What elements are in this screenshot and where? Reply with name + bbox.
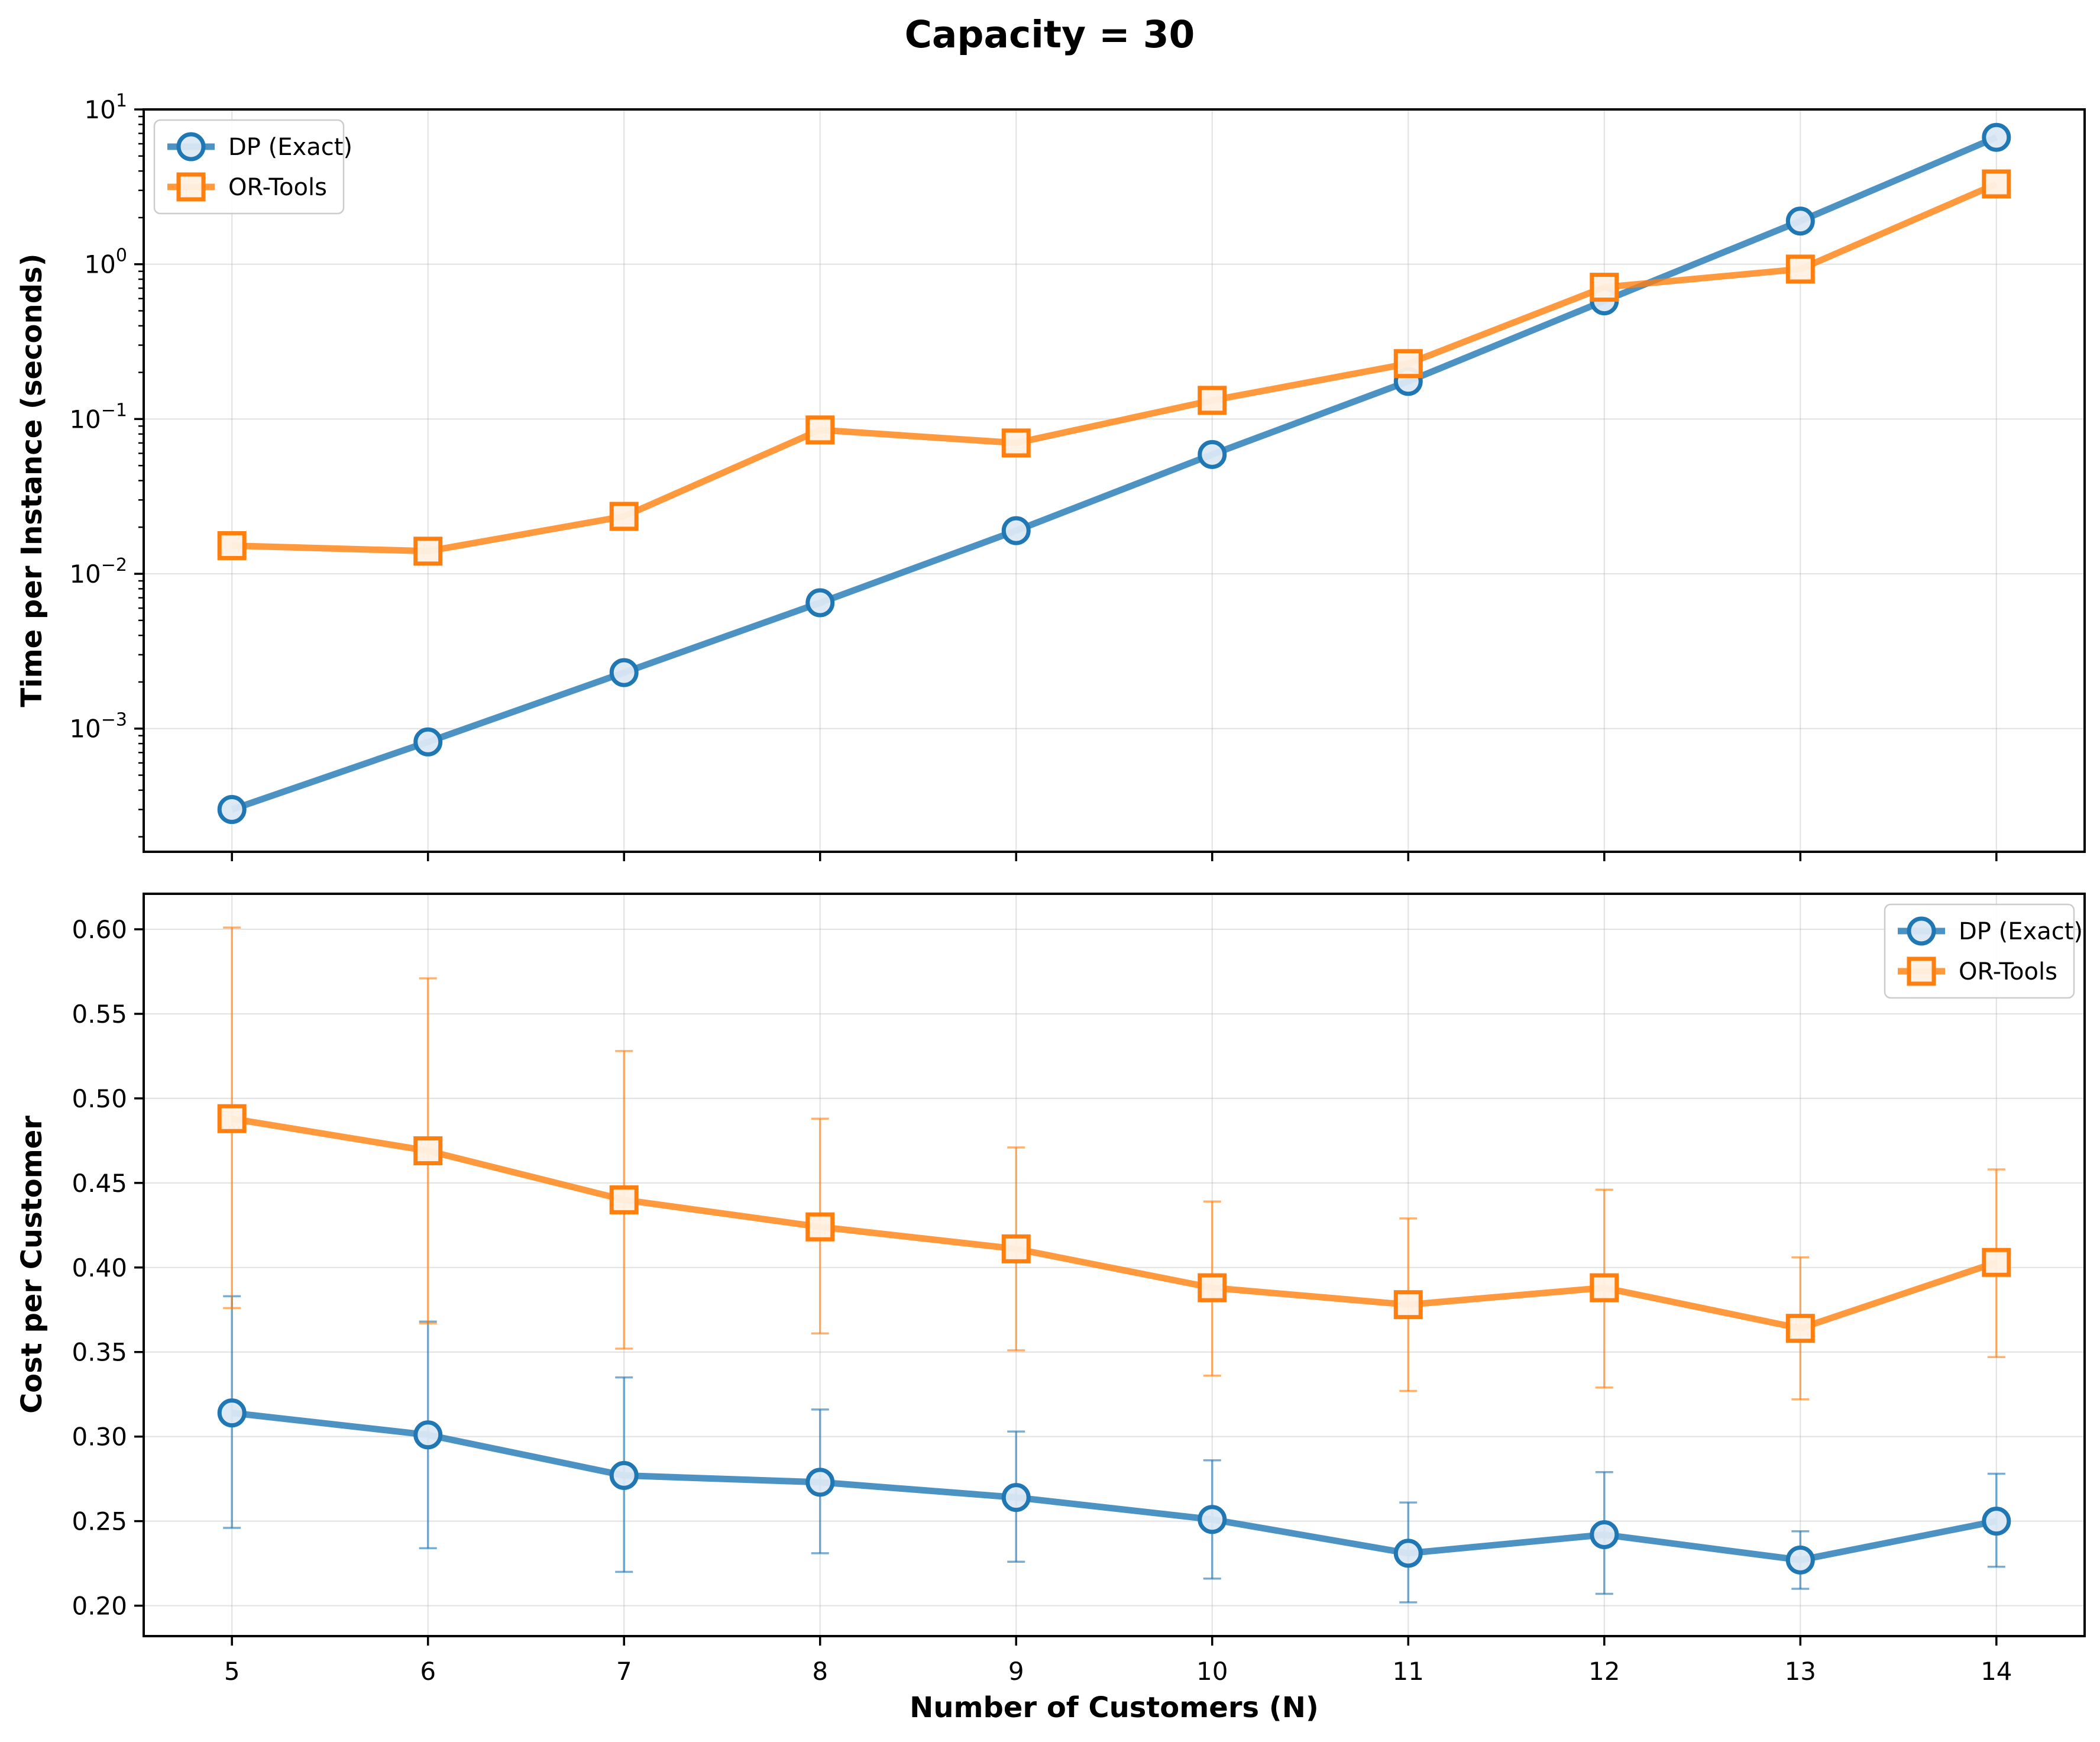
cost-dp-point (1982, 1507, 2011, 1536)
time-y-tick-label: 100 (84, 245, 127, 279)
cost-ortools-line (231, 1115, 1998, 1332)
cost-dp-point (217, 1398, 247, 1428)
cost-ortools-point (1982, 1247, 2011, 1277)
time-ortools-point (1393, 349, 1423, 379)
time-dp-point (1785, 206, 1815, 236)
cost-plot-area (144, 894, 2085, 1636)
time-dp-point (217, 795, 247, 825)
cost-dp-point (1590, 1520, 1619, 1549)
time-ortools-point (609, 502, 639, 531)
time-legend-dp-label: DP (Exact) (228, 134, 352, 161)
cost-x-tick-label: 10 (1196, 1657, 1228, 1686)
time-ortools-series (217, 169, 2011, 566)
cost-ortools-point (1001, 1234, 1031, 1263)
time-legend: DP (Exact) OR-Tools (153, 119, 352, 215)
cost-legend-dp-label: DP (Exact) (1959, 918, 2083, 945)
cost-ortools-point (1393, 1290, 1423, 1320)
time-y-axis-label: Time per Instance (seconds) (15, 253, 48, 707)
cost-y-tick-label: 0.50 (72, 1084, 127, 1113)
cost-dp-series (217, 1295, 2011, 1604)
time-ortools-point (413, 537, 443, 566)
cost-ortools-point (1590, 1273, 1619, 1303)
cost-legend-ortools-label: OR-Tools (1959, 958, 2057, 985)
time-dp-point (1001, 516, 1031, 545)
cost-dp-point (1785, 1545, 1815, 1575)
time-ortools-point (217, 531, 247, 560)
time-y-tick-label: 10−1 (69, 400, 127, 434)
time-ortools-point (1785, 254, 1815, 284)
cost-y-tick-label: 0.45 (72, 1169, 127, 1198)
cost-plot-frame (143, 893, 2086, 1637)
cost-x-tick-label: 12 (1588, 1657, 1620, 1686)
time-legend-ortools-label: OR-Tools (228, 174, 327, 201)
time-y-tick-label: 10−3 (69, 710, 127, 744)
time-ortools-point (1198, 386, 1227, 415)
time-dp-point (805, 588, 835, 618)
cost-x-tick-label: 9 (1008, 1657, 1024, 1686)
cost-x-tick-label: 13 (1785, 1657, 1816, 1686)
time-ortools-point (805, 415, 835, 445)
cost-y-tick-label: 0.30 (72, 1423, 127, 1452)
cost-ortools-point (217, 1104, 247, 1133)
cost-x-tick-label: 14 (1981, 1657, 2012, 1686)
cost-x-tick-label: 6 (420, 1657, 436, 1686)
cost-y-tick-label: 0.35 (72, 1338, 127, 1367)
time-legend-ortools-marker (176, 172, 206, 202)
time-plot-frame (143, 108, 2086, 853)
cost-ortools-point (1198, 1273, 1227, 1303)
cost-y-tick-label: 0.40 (72, 1253, 127, 1282)
figure-title: Capacity = 30 (905, 13, 1195, 56)
cost-dp-point (1393, 1539, 1423, 1568)
time-ortools-point (1982, 169, 2011, 199)
cost-ortools-point (805, 1212, 835, 1242)
cost-dp-point (805, 1468, 835, 1497)
time-dp-line (231, 134, 1998, 813)
time-panel: 10−3 10−2 10−1 100 101 Time per Instance (se… (15, 91, 2086, 861)
time-ortools-point (1001, 428, 1031, 458)
cost-y-tick-label: 0.20 (72, 1592, 127, 1621)
time-dp-point (413, 727, 443, 757)
time-ortools-point (1590, 273, 1619, 302)
cost-ortools-point (1785, 1314, 1815, 1343)
cost-dp-point (1198, 1505, 1227, 1534)
time-legend-dp-marker (176, 132, 206, 161)
time-dp-point (609, 658, 639, 687)
cost-dp-point (1001, 1483, 1031, 1512)
time-y-tick-label: 10−2 (69, 555, 127, 589)
x-axis-label: Number of Customers (N) (910, 1691, 1319, 1724)
time-y-tick-label: 101 (84, 91, 127, 124)
cost-dp-line (231, 1410, 1997, 1563)
cost-y-axis-label: Cost per Customer (15, 1116, 48, 1414)
cost-x-tick-label: 11 (1393, 1657, 1424, 1686)
cost-ortools-point (609, 1185, 639, 1214)
cost-y-tick-label: 0.55 (72, 1000, 127, 1029)
time-dp-point (1198, 439, 1227, 469)
cost-panel: 5 6 7 8 9 10 11 12 13 14 0.20 0.25 0.30 0.35 0.40 0.45 0… (15, 893, 2086, 1724)
cost-dp-point (609, 1460, 639, 1490)
cost-ortools-series (217, 926, 2011, 1401)
cost-x-tick-label: 5 (224, 1657, 240, 1686)
cost-dp-point (413, 1420, 443, 1450)
cost-legend-dp-marker (1907, 916, 1936, 946)
cost-x-tick-label: 7 (616, 1657, 632, 1686)
cost-x-tick-label: 8 (812, 1657, 828, 1686)
time-dp-point (1982, 122, 2011, 152)
cost-y-tick-label: 0.25 (72, 1507, 127, 1536)
cost-legend: DP (Exact) OR-Tools (1884, 903, 2083, 999)
cost-ortools-point (413, 1136, 443, 1166)
cost-y-tick-label: 0.60 (72, 915, 127, 944)
cost-legend-ortools-marker (1907, 956, 1936, 986)
time-ortools-line (232, 180, 1998, 555)
